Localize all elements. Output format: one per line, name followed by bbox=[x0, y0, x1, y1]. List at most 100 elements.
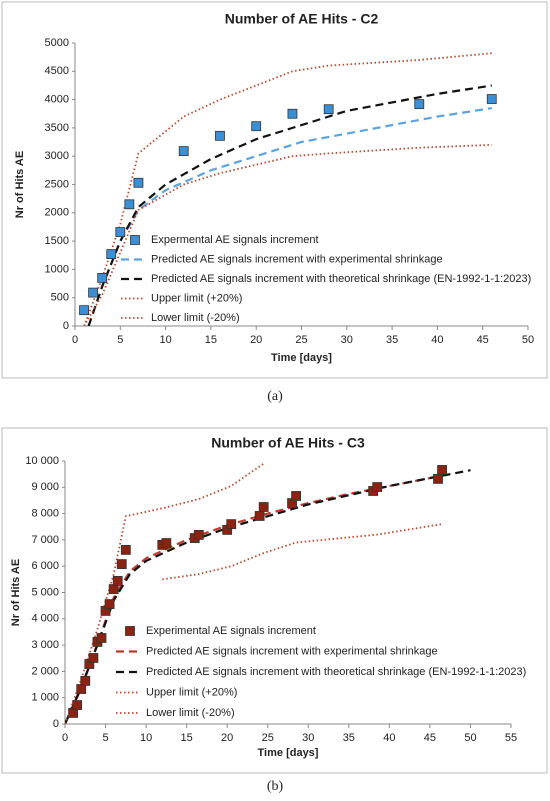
y-tick-label: 10 000 bbox=[25, 455, 59, 467]
y-tick-label: 0 bbox=[63, 320, 69, 332]
caption: (b) bbox=[267, 779, 284, 794]
legend-label: Upper limit (+20%) bbox=[146, 686, 237, 698]
plot-area bbox=[79, 52, 497, 326]
y-tick-label: 7 000 bbox=[31, 534, 59, 546]
data-point bbox=[106, 249, 117, 260]
y-tick-label: 1000 bbox=[45, 263, 69, 275]
data-point bbox=[291, 491, 302, 501]
y-tick-label: 9 000 bbox=[31, 481, 59, 493]
x-tick-label: 30 bbox=[341, 334, 353, 346]
legend-label: Predicted AE signals increment with theo… bbox=[146, 666, 526, 678]
data-point bbox=[178, 146, 189, 157]
data-point bbox=[215, 130, 225, 141]
data-point bbox=[115, 227, 126, 237]
data-point bbox=[80, 675, 91, 686]
series-line bbox=[162, 523, 443, 581]
y-tick-label: 8 000 bbox=[31, 508, 59, 520]
data-point bbox=[76, 684, 87, 694]
data-point bbox=[372, 482, 383, 492]
x-tick-label: 45 bbox=[424, 732, 436, 744]
x-tick-label: 20 bbox=[221, 732, 233, 744]
x-tick-label: 25 bbox=[295, 334, 307, 346]
data-point bbox=[97, 272, 108, 283]
legend-marker bbox=[130, 235, 140, 245]
x-tick-label: 40 bbox=[383, 732, 395, 744]
data-point bbox=[72, 700, 83, 710]
y-tick-label: 0 bbox=[53, 718, 59, 730]
x-tick-label: 40 bbox=[431, 334, 443, 346]
data-point bbox=[254, 511, 265, 521]
legend-label: Expermental AE signals increment bbox=[151, 234, 319, 246]
series-line bbox=[87, 84, 492, 326]
legend-label: Predicted AE signals increment with theo… bbox=[151, 273, 531, 285]
x-tick-label: 10 bbox=[159, 334, 171, 346]
chart-title: Number of AE Hits - C3 bbox=[211, 435, 365, 451]
y-tick-label: 2000 bbox=[45, 207, 69, 219]
x-axis-title: Time [days] bbox=[258, 747, 319, 759]
legend-label: Lower limit (-20%) bbox=[146, 707, 235, 719]
data-point bbox=[120, 544, 131, 555]
y-tick-label: 4 000 bbox=[31, 613, 59, 625]
data-point bbox=[104, 599, 115, 609]
legend-label: Experimental AE signals increment bbox=[146, 625, 316, 637]
data-point bbox=[414, 99, 425, 110]
legend-label: Upper limit (+20%) bbox=[151, 292, 242, 304]
x-tick-label: 35 bbox=[386, 334, 398, 346]
data-point bbox=[258, 502, 269, 512]
caption: (a) bbox=[267, 389, 283, 404]
y-tick-label: 3 000 bbox=[31, 639, 59, 651]
y-tick-label: 500 bbox=[51, 292, 69, 304]
chart-frame bbox=[1, 1, 548, 379]
data-point bbox=[323, 104, 334, 115]
x-tick-label: 10 bbox=[140, 732, 152, 744]
x-tick-label: 55 bbox=[505, 732, 517, 744]
y-tick-label: 5000 bbox=[45, 37, 69, 49]
data-point bbox=[96, 633, 107, 643]
x-tick-label: 50 bbox=[464, 732, 476, 744]
chart-title: Number of AE Hits - C2 bbox=[225, 11, 379, 27]
y-axis-title: Nr of Hits AE bbox=[10, 559, 22, 626]
data-point bbox=[124, 199, 135, 210]
series-line bbox=[83, 52, 492, 326]
y-tick-label: 1500 bbox=[45, 235, 69, 247]
legend-marker bbox=[125, 626, 135, 636]
y-tick-label: 6 000 bbox=[31, 560, 59, 572]
y-tick-label: 3500 bbox=[45, 122, 69, 134]
x-axis-title: Time [days] bbox=[271, 352, 332, 364]
y-tick-label: 4000 bbox=[45, 94, 69, 106]
data-point bbox=[79, 305, 89, 316]
y-tick-label: 3000 bbox=[45, 150, 69, 162]
data-point bbox=[161, 538, 172, 548]
legend-label: Lower limit (-20%) bbox=[151, 312, 240, 324]
y-tick-label: 4500 bbox=[45, 65, 69, 77]
y-tick-label: 1 000 bbox=[31, 692, 59, 704]
chart-frame bbox=[1, 427, 548, 774]
x-tick-label: 15 bbox=[205, 334, 217, 346]
x-tick-label: 5 bbox=[102, 732, 108, 744]
y-tick-label: 5 000 bbox=[31, 586, 59, 598]
data-point bbox=[251, 121, 262, 132]
data-point bbox=[112, 576, 123, 586]
data-point bbox=[116, 559, 127, 569]
x-tick-label: 35 bbox=[343, 732, 355, 744]
x-tick-label: 30 bbox=[302, 732, 314, 744]
data-point bbox=[287, 108, 298, 119]
data-point bbox=[433, 473, 443, 484]
data-point bbox=[108, 584, 119, 594]
x-tick-label: 0 bbox=[72, 334, 78, 346]
data-point bbox=[193, 530, 204, 540]
x-tick-label: 20 bbox=[250, 334, 262, 346]
plot-area bbox=[65, 462, 471, 724]
x-tick-label: 25 bbox=[262, 732, 274, 744]
data-point bbox=[88, 287, 99, 298]
legend-label: Predicted AE signals increment with expe… bbox=[146, 645, 438, 657]
data-point bbox=[437, 465, 447, 475]
x-tick-label: 45 bbox=[477, 334, 489, 346]
y-axis-title: Nr of Hits AE bbox=[14, 151, 26, 218]
data-point bbox=[88, 653, 99, 663]
data-point bbox=[226, 519, 237, 530]
data-point bbox=[486, 94, 497, 104]
x-tick-label: 15 bbox=[181, 732, 193, 744]
